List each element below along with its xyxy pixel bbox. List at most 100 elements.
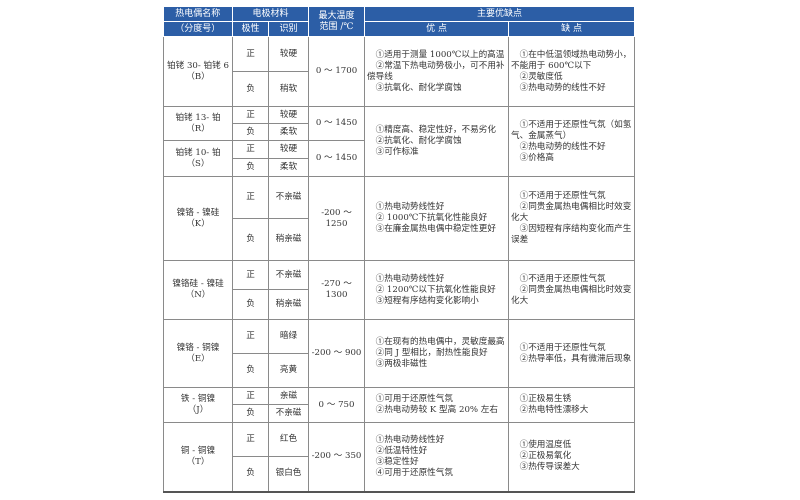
cons-cell: ①正极易生锈 ②热电特性漂移大 <box>508 387 636 423</box>
header-temp: 最大温度 范围 /℃ <box>308 7 366 37</box>
con-item: ②热导率低，具有微滞后现象 <box>519 353 632 364</box>
pro-item: ②常温下热电动势极小，可不用补偿导线 <box>367 60 505 82</box>
temp-range: -200 ～ 350 <box>308 422 366 492</box>
polarity-positive: 正 <box>232 422 269 457</box>
header-temp-line1: 最大温度 <box>318 10 355 21</box>
temp-range: -270 ～ 1300 <box>308 260 366 320</box>
con-item: ③因短程有序结构变化而产生误差 <box>511 224 632 245</box>
header-name: 热电偶名称 <box>163 7 233 22</box>
thermocouple-name: 铁 - 铜镍 （J） <box>163 387 233 423</box>
con-item: ②正极易氧化 <box>519 451 572 462</box>
pro-item: ③稳定性好 <box>375 456 419 467</box>
pro-item: ③可作标准 <box>375 147 419 157</box>
header-code: （分度号） <box>163 21 233 37</box>
polarity-positive: 正 <box>232 176 269 219</box>
header-cons: 缺 点 <box>508 21 636 37</box>
name-text: 铂铑 10- 铂 <box>175 147 221 158</box>
code-text: （K） <box>186 218 210 229</box>
name-text: 铂铑 13- 铂 <box>175 112 221 123</box>
pros-cell: ①热电动势线性好 ② 1200℃以下抗氧化性能良好 ③短程有序结构变化影响小 <box>364 260 510 320</box>
cons-cell: ①在中低温领域热电动势小，不能用于 600℃以下 ②灵敏度低 ③热电动势的线性不好 <box>508 36 636 107</box>
table-row: 负银白色 <box>164 456 635 492</box>
table-row: 铜 - 铜镍 （T）正红色 -200 ～ 350 ①热电动势线性好 ②低温特性好 ③稳定性… <box>163 422 636 492</box>
table-row: 镍铬 - 镍硅 （K）正不亲磁 -200 ～ 1250 ①热电动势线性好 ② 1000℃… <box>163 176 636 261</box>
con-item: ③热电动势的线性不好 <box>519 82 606 93</box>
polarity-negative: 负 <box>232 456 269 492</box>
pros-cell: ①适用于测量 1000℃以上的高温 ②常温下热电动势极小，可不用补偿导线 ③抗氧化、… <box>364 36 510 107</box>
name-text: 镍铬 - 镍硅 <box>176 207 220 218</box>
polarity-positive: 正 <box>232 106 269 124</box>
cons-cell: ①使用温度低 ②正极易氧化 ③热传导误差大 <box>508 422 636 492</box>
code-text: （N） <box>185 290 211 300</box>
pro-item: ②抗氧化、耐化学腐蚀 <box>375 136 462 146</box>
pro-item: ①热电动势线性好 <box>375 434 445 445</box>
pros-cell: ①热电动势线性好 ② 1000℃下抗氧化性能良好 ③在廉金属热电偶中稳定性更好 <box>364 176 510 261</box>
pro-item: ①可用于还原性气氛 <box>375 394 453 404</box>
code-text: （E） <box>186 353 210 364</box>
cons-cell: ①不适用于还原性气氛（如氢气、金属蒸气） ②热电动势的线性不好 ③价格高 <box>508 106 636 177</box>
cons-cell: ①不适用于还原性气氛 ②同贵金属热电偶相比时效变化大 <box>508 260 636 320</box>
identify-negative: 柔软 <box>267 158 310 177</box>
cons-cell: ①不适用于还原性气氛 ②同贵金属热电偶相比时效变化大 ③因短程有序结构变化而产生误差 <box>508 176 636 261</box>
polarity-negative: 负 <box>232 158 269 177</box>
temp-range: 0 ～ 750 <box>308 387 366 423</box>
code-text: （J） <box>187 405 209 415</box>
identify-positive: 不亲磁 <box>267 176 310 219</box>
con-item: ②同贵金属热电偶相比时效变化大 <box>511 202 632 223</box>
polarity-negative: 负 <box>232 71 269 107</box>
con-item: ①在中低温领域热电动势小，不能用于 600℃以下 <box>511 49 632 71</box>
code-text: （S） <box>186 158 210 169</box>
header-name-line1: 热电偶名称 <box>175 8 221 19</box>
pros-cell: ①精度高、稳定性好，不易劣化 ②抗氧化、耐化学腐蚀 ③可作标准 <box>364 106 510 177</box>
header-proscons: 主要优缺点 <box>364 7 636 22</box>
header-temp-line2: 范围 /℃ <box>319 21 354 32</box>
polarity-negative: 负 <box>232 289 269 320</box>
pro-item: ②热电动势较 K 型高 20% 左右 <box>375 405 498 415</box>
identify-negative: 不亲磁 <box>267 404 310 423</box>
code-text: （B） <box>186 71 210 82</box>
table-row: 铂铑 13- 铂（R）正较硬 0 ～ 1450 ①精度高、稳定性好，不易劣化 ②抗氧化… <box>163 106 636 177</box>
thermocouple-name: 镍铬 - 镍硅 （K） <box>163 176 233 261</box>
con-item: ①不适用于还原性气氛 <box>519 342 606 353</box>
pro-item: ①精度高、稳定性好，不易劣化 <box>375 125 496 135</box>
header-identify: 识别 <box>268 21 310 37</box>
thermocouple-name: 铂铑 10- 铂（S） <box>163 140 233 177</box>
polarity-positive: 正 <box>232 387 269 405</box>
table-row: 镍铬硅 - 镍硅 （N）正不亲磁 -270 ～ 1300 ①热电动势线性好 ② 1200… <box>163 260 636 320</box>
pro-item: ③在廉金属热电偶中稳定性更好 <box>375 224 496 234</box>
pro-item: ③两极非磁性 <box>375 359 428 369</box>
identify-positive: 较硬 <box>267 36 310 72</box>
name-text: 铂铑 30- 铂铑 6 <box>167 60 229 71</box>
identify-negative: 亮黄 <box>267 353 310 388</box>
header-pros: 优 点 <box>364 21 510 37</box>
header-electrode: 电极材料 <box>232 7 310 22</box>
thermocouple-name: 镍铬硅 - 镍硅 （N） <box>163 260 233 320</box>
pro-item: ② 1200℃以下抗氧化性能良好 <box>375 284 496 295</box>
temp-range: 0 ～ 1700 <box>308 36 366 107</box>
code-text: （R） <box>186 123 210 134</box>
table-row: 镍铬 - 铜镍 （E）正暗绿 -200 ～ 900 ①在现有的热电偶中，灵敏度最高 ②同… <box>163 319 636 388</box>
name-text: 镍铬硅 - 镍硅 <box>172 279 224 289</box>
pro-item: ②同 J 型相比，耐热性能良好 <box>375 348 488 358</box>
code-text: （T） <box>186 456 210 467</box>
con-item: ①使用温度低 <box>519 440 572 451</box>
polarity-negative: 负 <box>232 123 269 141</box>
con-item: ②热电动势的线性不好 <box>519 141 606 152</box>
pro-item: ①在现有的热电偶中，灵敏度最高 <box>375 337 505 347</box>
pro-item: ①热电动势线性好 <box>375 202 445 212</box>
header-polarity: 极性 <box>232 21 269 37</box>
con-item: ②灵敏度低 <box>519 71 563 82</box>
pro-item: ③短程有序结构变化影响小 <box>375 295 479 306</box>
identify-positive: 较硬 <box>267 140 310 159</box>
table-row: 铁 - 铜镍 （J）正亲磁 0 ～ 750 ①可用于还原性气氛 ②热电动势较 K 型高 … <box>163 387 636 423</box>
identify-positive: 不亲磁 <box>267 260 310 290</box>
cons-cell: ①不适用于还原性气氛 ②热导率低，具有微滞后现象 <box>508 319 636 388</box>
pro-item: ② 1000℃下抗氧化性能良好 <box>375 213 488 223</box>
name-text: 镍铬 - 铜镍 <box>176 342 220 353</box>
temp-range: 0 ～ 1450 <box>308 140 366 177</box>
polarity-negative: 负 <box>232 404 269 423</box>
identify-negative: 稍软 <box>267 71 310 107</box>
temp-range: 0 ～ 1450 <box>308 106 366 141</box>
identify-positive: 较硬 <box>267 106 310 124</box>
thermocouple-table: 热电偶名称 电极材料 最大温度 范围 /℃ 主要优缺点 （分度号） 极性 识别 优… <box>163 7 636 493</box>
